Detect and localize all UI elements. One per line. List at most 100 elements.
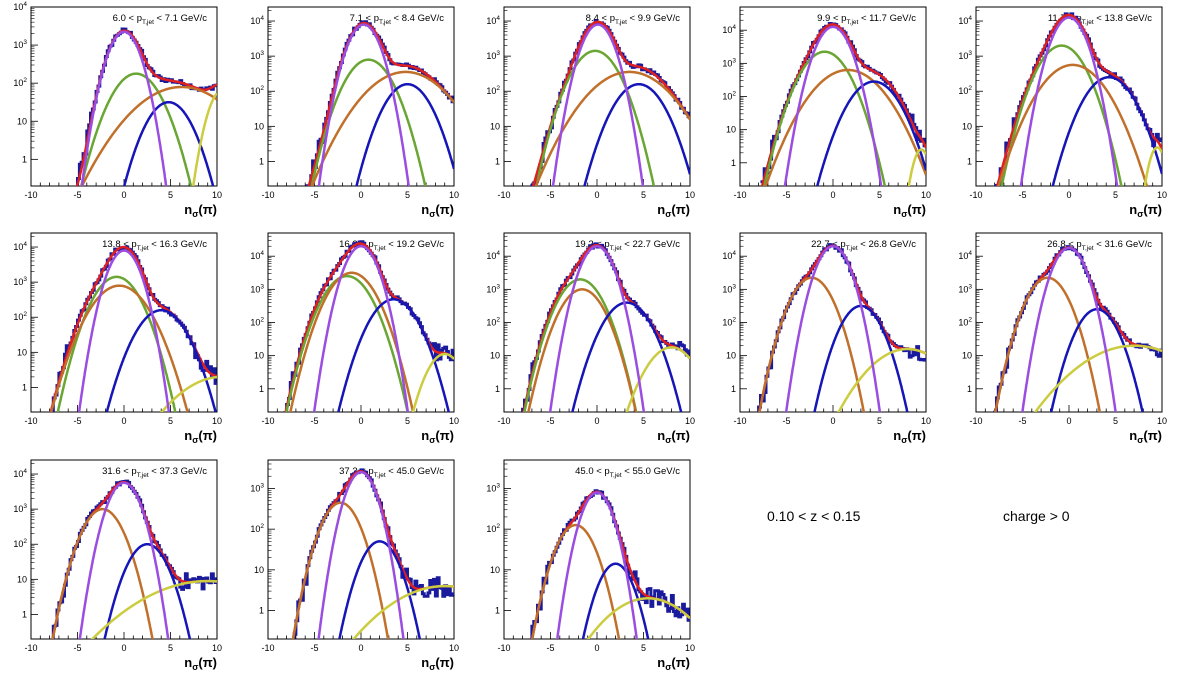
x-axis-title: nσ(π) [893, 428, 926, 445]
x-tick-label: -10 [261, 416, 274, 426]
deuteron-fit-curve [352, 584, 454, 639]
pion-fit-curve [783, 25, 883, 186]
plot-frame [739, 232, 927, 413]
y-tick-label: 103 [250, 50, 264, 61]
y-tick-label: 104 [958, 250, 972, 261]
electron-fit-curve [1051, 75, 1162, 186]
y-tick-label: 10 [17, 347, 27, 357]
y-tick-label: 102 [486, 85, 500, 96]
charge-annotation: charge > 0 [1003, 508, 1070, 524]
proton-fit-curve [49, 284, 189, 412]
plot-frame [975, 232, 1163, 413]
electron-fit-curve [338, 540, 422, 639]
proton-fit-curve [534, 70, 690, 186]
y-tick-label: 102 [250, 523, 264, 534]
y-tick-label: 102 [486, 523, 500, 534]
kaon-fit-curve [1000, 44, 1123, 186]
deuteron-fit-curve [90, 579, 217, 639]
electron-fit-curve [103, 542, 192, 639]
y-tick-label: 103 [13, 276, 27, 287]
y-tick-label: 103 [250, 482, 264, 493]
x-tick-label: 10 [685, 416, 695, 426]
kaon-fit-curve [763, 50, 887, 186]
x-tick-label: 5 [405, 190, 410, 200]
x-tick-label: 5 [641, 643, 646, 653]
x-tick-label: -10 [24, 643, 37, 653]
x-tick-label: 0 [594, 190, 599, 200]
x-tick-label: -10 [969, 416, 982, 426]
y-tick-label: 102 [13, 77, 27, 88]
x-tick-label: 0 [594, 643, 599, 653]
proton-fit-curve [291, 501, 390, 639]
pion-fit-curve [78, 481, 170, 639]
x-tick-label: -5 [73, 190, 81, 200]
x-tick-label: 10 [685, 643, 695, 653]
x-axis-title: nσ(π) [421, 428, 454, 445]
x-tick-label: 0 [594, 416, 599, 426]
deuteron-fit-curve [160, 375, 217, 412]
x-tick-label: -10 [497, 416, 510, 426]
y-tick-label: 102 [722, 317, 736, 328]
y-tick-label: 10 [490, 565, 500, 575]
total-fit-curve [758, 244, 926, 412]
x-tick-label: 10 [685, 190, 695, 200]
y-tick-label: 10 [726, 351, 736, 361]
x-tick-label: -5 [73, 643, 81, 653]
proton-fit-curve [758, 276, 866, 412]
x-tick-label: -10 [24, 190, 37, 200]
x-tick-label: 10 [1157, 190, 1167, 200]
y-tick-label: 10 [254, 565, 264, 575]
y-tick-label: 104 [958, 15, 972, 26]
deuteron-fit-curve [907, 148, 926, 186]
x-tick-label: -5 [310, 190, 318, 200]
x-tick-label: -5 [310, 416, 318, 426]
proton-fit-curve [997, 63, 1149, 186]
y-tick-label: 1 [22, 154, 27, 164]
panel-pt-label: 26.8 < pT,jet < 31.6 GeV/c [1047, 239, 1152, 252]
electron-fit-curve [355, 82, 454, 186]
x-tick-label: 0 [358, 643, 363, 653]
x-axis-title: nσ(π) [657, 428, 690, 445]
pion-fit-curve [1019, 16, 1119, 186]
panel-11: -10 -5 0 5 10 1 10 102 103 104 nσ(π) 31.6 < pT,jet … [13, 459, 222, 672]
x-axis-title: nσ(π) [184, 655, 217, 672]
y-tick-label: 10 [17, 574, 27, 584]
electron-fit-curve [583, 82, 690, 186]
x-tick-label: 5 [877, 416, 882, 426]
pion-fit-curve [312, 245, 410, 412]
x-axis-title: nσ(π) [184, 202, 217, 219]
x-axis-title: nσ(π) [1129, 428, 1162, 445]
proton-fit-curve [994, 276, 1102, 412]
plot-area [530, 19, 690, 186]
y-tick-label: 104 [13, 241, 27, 252]
y-tick-label: 1 [259, 606, 264, 616]
x-tick-label: 5 [1113, 416, 1118, 426]
x-tick-label: 5 [1113, 190, 1118, 200]
panel-10: -10 -5 0 5 10 1 10 102 103 104 nσ(π) 26.8 < pT,jet … [958, 232, 1167, 445]
plot-frame [267, 459, 455, 640]
proton-fit-curve [289, 271, 415, 412]
electron-fit-curve [815, 80, 926, 186]
y-tick-label: 1 [495, 156, 500, 166]
panel-pt-label: 6.0 < pT,jet < 7.1 GeV/c [113, 13, 208, 26]
x-axis-title: nσ(π) [893, 202, 926, 219]
x-tick-label: -5 [546, 643, 554, 653]
y-tick-label: 103 [722, 283, 736, 294]
pion-fit-curve [551, 23, 645, 186]
deuteron-fit-curve [411, 352, 454, 412]
x-tick-label: 0 [121, 643, 126, 653]
plot-frame [503, 6, 691, 187]
x-tick-label: 0 [358, 416, 363, 426]
panel-pt-label: 45.0 < pT,jet < 55.0 GeV/c [575, 466, 680, 479]
plot-area [48, 245, 217, 412]
pion-fit-curve [555, 491, 639, 639]
plot-area [994, 12, 1162, 186]
data-histogram [994, 12, 1162, 186]
y-tick-label: 10 [726, 125, 736, 135]
y-tick-label: 102 [486, 317, 500, 328]
plot-area [760, 22, 926, 186]
y-tick-label: 1 [731, 158, 736, 168]
y-tick-label: 104 [486, 15, 500, 26]
x-tick-label: -5 [782, 416, 790, 426]
